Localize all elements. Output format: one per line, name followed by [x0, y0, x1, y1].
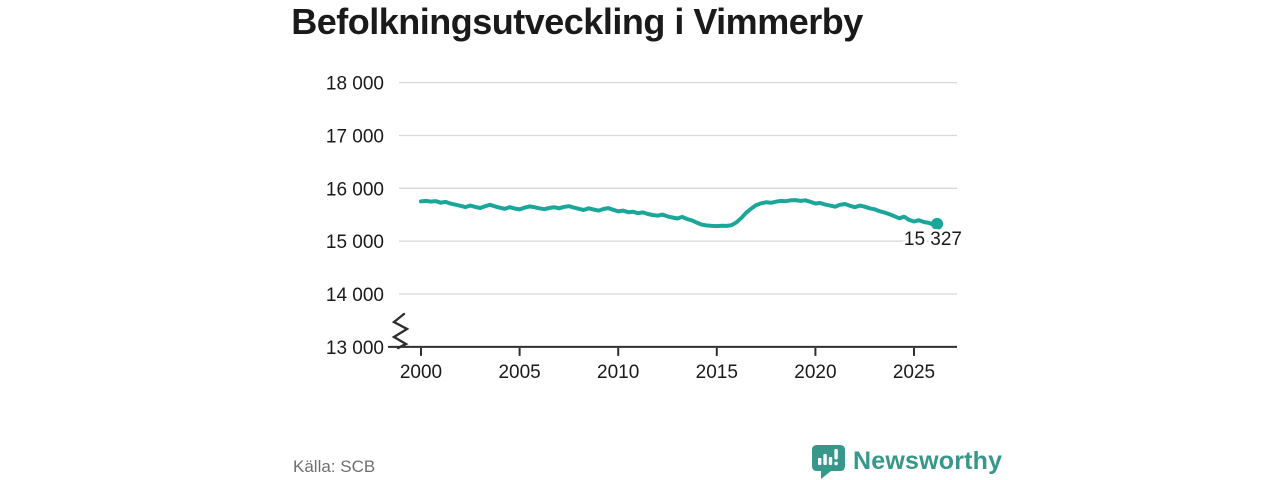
y-axis-break-icon [391, 312, 410, 350]
x-axis-tick-label: 2020 [794, 362, 836, 383]
y-axis-tick-label: 17 000 [326, 127, 384, 148]
x-axis-tick-label: 2025 [893, 362, 935, 383]
x-axis-tick-label: 2015 [696, 362, 738, 383]
x-axis-tick-label: 2010 [597, 362, 639, 383]
chart-title: Befolkningsutveckling i Vimmerby [291, 1, 863, 42]
newsworthy-logo-icon [812, 444, 845, 479]
y-axis-tick-label: 13 000 [326, 338, 384, 359]
last-value-label: 15 327 [904, 229, 962, 250]
source-caption: Källa: SCB [293, 457, 376, 476]
newsworthy-brand[interactable]: Newsworthy [812, 444, 1002, 479]
x-axis-tick-label: 2005 [498, 362, 540, 383]
y-axis-tick-label: 18 000 [326, 74, 384, 95]
y-axis-tick-label: 15 000 [326, 232, 384, 253]
population-series-line [419, 198, 940, 229]
x-axis-tick-label: 2000 [400, 362, 442, 383]
series-endpoint-dot [931, 217, 944, 230]
y-axis-tick-label: 14 000 [326, 285, 384, 306]
y-axis-tick-label: 16 000 [326, 179, 384, 200]
newsworthy-brand-name: Newsworthy [853, 447, 1003, 475]
